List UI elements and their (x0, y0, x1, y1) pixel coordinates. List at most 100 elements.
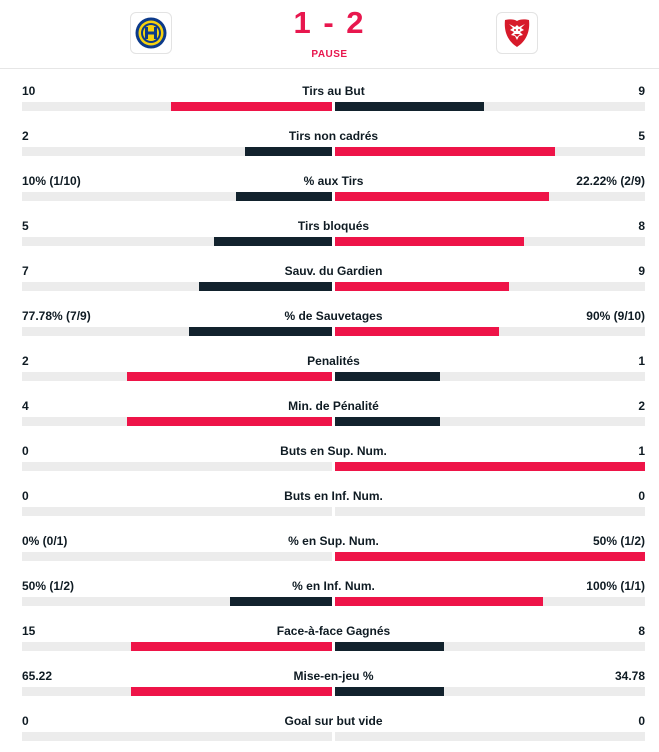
match-status: PAUSE (311, 49, 348, 60)
away-stat-track (335, 327, 645, 336)
home-team-logo[interactable] (130, 12, 172, 54)
stat-label: % en Inf. Num. (292, 579, 375, 593)
stat-row: 15 Face-à-face Gagnés 8 (22, 609, 645, 654)
away-stat-value: 1 (638, 444, 645, 458)
stat-label: Sauv. du Gardien (284, 264, 383, 278)
home-stat-track (22, 417, 332, 426)
stat-label: Tirs non cadrés (288, 129, 379, 143)
stat-label: Min. de Pénalité (288, 399, 379, 413)
away-team-logo[interactable] (496, 12, 538, 54)
stat-row: 0 Goal sur but vide 0 (22, 699, 645, 744)
away-stat-bar (335, 282, 509, 291)
stat-label: Buts en Sup. Num. (280, 444, 387, 458)
home-stat-track (22, 102, 332, 111)
stat-row: 0% (0/1) % en Sup. Num. 50% (1/2) (22, 519, 645, 564)
stat-label: Goal sur but vide (284, 714, 383, 728)
away-stat-bar (335, 552, 645, 561)
away-stat-track (335, 372, 645, 381)
stat-label: Buts en Inf. Num. (284, 489, 383, 503)
away-stat-value: 1 (638, 354, 645, 368)
away-stat-track (335, 417, 645, 426)
score-separator: - (323, 5, 336, 40)
home-stat-track (22, 507, 332, 516)
home-stat-value: 0 (22, 444, 29, 458)
away-stat-track (335, 282, 645, 291)
home-stat-track (22, 147, 332, 156)
home-stat-track (22, 687, 332, 696)
stat-label: Mise-en-jeu % (293, 669, 374, 683)
stat-row: 65.22 Mise-en-jeu % 34.78 (22, 654, 645, 699)
away-stat-track (335, 462, 645, 471)
home-stat-bar (214, 237, 332, 246)
score-display: 1 - 2 (0, 6, 659, 40)
away-stat-bar (335, 642, 444, 651)
away-stat-bar (335, 462, 645, 471)
away-stat-value: 0 (638, 714, 645, 728)
away-stat-track (335, 192, 645, 201)
away-stat-value: 34.78 (614, 669, 645, 683)
stat-label: Tirs bloqués (297, 219, 370, 233)
home-stat-track (22, 237, 332, 246)
stat-row: 5 Tirs bloqués 8 (22, 204, 645, 249)
away-stat-value: 8 (638, 624, 645, 638)
home-stat-track (22, 552, 332, 561)
stats-list: 10 Tirs au But 9 2 Tirs non cadrés 5 10% (1/10… (0, 69, 659, 744)
away-stat-value: 90% (9/10) (586, 309, 645, 323)
stat-row: 4 Min. de Pénalité 2 (22, 384, 645, 429)
home-stat-bar (189, 327, 332, 336)
home-stat-track (22, 597, 332, 606)
home-stat-bar (130, 642, 332, 651)
stat-label: % en Sup. Num. (288, 534, 379, 548)
home-stat-track (22, 282, 332, 291)
away-stat-track (335, 597, 645, 606)
stat-row: 7 Sauv. du Gardien 9 (22, 249, 645, 294)
hc-davos-crest-icon (135, 17, 167, 49)
home-stat-track (22, 462, 332, 471)
home-stat-value: 65.22 (22, 669, 53, 683)
home-stat-track (22, 372, 332, 381)
away-stat-track (335, 147, 645, 156)
home-stat-bar (235, 192, 332, 201)
away-stat-track (335, 642, 645, 651)
home-stat-track (22, 732, 332, 741)
stat-row: 50% (1/2) % en Inf. Num. 100% (1/1) (22, 564, 645, 609)
home-stat-value: 50% (1/2) (22, 579, 75, 593)
away-stat-track (335, 552, 645, 561)
away-stat-track (335, 237, 645, 246)
away-stat-value: 100% (1/1) (586, 579, 645, 593)
away-stat-value: 9 (638, 264, 645, 278)
home-stat-value: 10% (1/10) (22, 174, 81, 188)
stat-label: % aux Tirs (303, 174, 364, 188)
stat-row: 2 Tirs non cadrés 5 (22, 114, 645, 159)
away-stat-track (335, 687, 645, 696)
stat-row: 77.78% (7/9) % de Sauvetages 90% (9/10) (22, 294, 645, 339)
away-score: 2 (346, 5, 366, 40)
home-stat-value: 0 (22, 714, 29, 728)
home-stat-value: 10 (22, 84, 36, 98)
away-stat-bar (335, 327, 500, 336)
lausanne-hc-lion-icon (504, 19, 530, 47)
away-stat-value: 2 (638, 399, 645, 413)
home-stat-bar (170, 102, 332, 111)
stat-row: 10 Tirs au But 9 (22, 69, 645, 114)
home-stat-bar (229, 597, 332, 606)
home-stat-track (22, 327, 332, 336)
stat-label: Tirs au But (302, 84, 365, 98)
away-stat-track (335, 102, 645, 111)
away-stat-value: 5 (638, 129, 645, 143)
away-stat-value: 0 (638, 489, 645, 503)
home-stat-value: 0 (22, 489, 29, 503)
home-stat-value: 2 (22, 129, 29, 143)
away-stat-track (335, 507, 645, 516)
home-stat-value: 15 (22, 624, 36, 638)
away-stat-value: 8 (638, 219, 645, 233)
away-stat-bar (335, 687, 444, 696)
home-stat-bar (130, 687, 332, 696)
home-stat-value: 4 (22, 399, 29, 413)
away-stat-track (335, 732, 645, 741)
home-stat-track (22, 642, 332, 651)
home-stat-value: 0% (0/1) (22, 534, 68, 548)
away-stat-bar (335, 192, 549, 201)
stat-row: 0 Buts en Inf. Num. 0 (22, 474, 645, 519)
away-stat-bar (335, 372, 441, 381)
